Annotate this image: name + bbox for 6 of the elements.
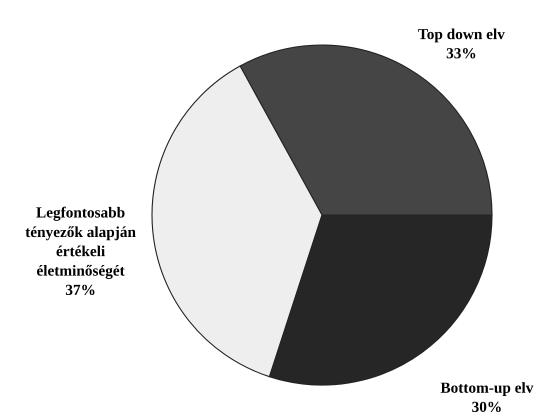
slice-label: Top down elv bbox=[418, 28, 505, 42]
slice-label: Bottom-up elv bbox=[440, 382, 534, 396]
slice-label: Legfontosabb tényezők alapján értékeli életminőségét bbox=[25, 206, 136, 279]
data-label: 37% bbox=[66, 284, 94, 296]
data-label: 33% bbox=[446, 48, 476, 58]
data-label: 30% bbox=[472, 402, 501, 412]
